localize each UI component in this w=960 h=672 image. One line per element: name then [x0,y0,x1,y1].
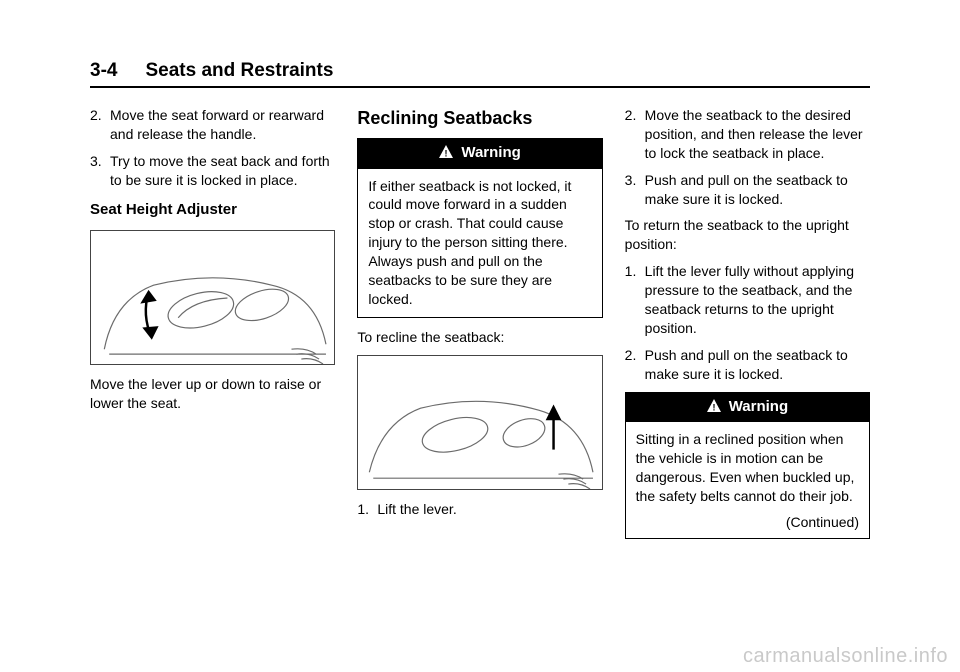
sub-heading: Seat Height Adjuster [90,200,335,220]
step-number: 2. [625,106,645,163]
step-text: Lift the lever fully without applying pr… [645,262,870,338]
warning-icon: ! [707,398,721,418]
figure-seat-recline [357,355,602,490]
step-number: 3. [90,152,110,190]
list-item: 1. Lift the lever fully without applying… [625,262,870,338]
step-text: Lift the lever. [377,500,602,519]
return-intro: To return the seatback to the upright po… [625,216,870,254]
step-number: 2. [90,106,110,144]
page-number: 3-4 [90,60,117,82]
list-item: 2. Push and pull on the seatback to make… [625,346,870,384]
step-text: Try to move the seat back and forth to b… [110,152,335,190]
step-number: 3. [625,171,645,209]
watermark: carmanualsonline.info [743,645,948,668]
step-list: 2. Move the seat forward or rearward and… [90,106,335,190]
manual-page: 3-4 Seats and Restraints 2. Move the sea… [0,0,960,569]
warning-box: ! Warning If either seatback is not lock… [357,138,602,317]
list-item: 3. Push and pull on the seatback to make… [625,171,870,209]
column-1: 2. Move the seat forward or rearward and… [90,106,335,549]
step-number: 2. [625,346,645,384]
figure-caption: Move the lever up or down to raise or lo… [90,375,335,413]
list-item: 2. Move the seatback to the desired posi… [625,106,870,163]
column-heading: Reclining Seatbacks [357,106,602,130]
content-columns: 2. Move the seat forward or rearward and… [90,106,870,549]
svg-text:!: ! [712,402,715,412]
step-number: 1. [357,500,377,519]
warning-label: Warning [461,144,520,161]
list-item: 1. Lift the lever. [357,500,602,519]
section-title: Seats and Restraints [145,60,333,82]
warning-icon: ! [439,144,453,164]
warning-header: ! Warning [626,393,869,422]
warning-header: ! Warning [358,139,601,168]
list-item: 2. Move the seat forward or rearward and… [90,106,335,144]
step-list: 2. Move the seatback to the desired posi… [625,106,870,208]
page-header: 3-4 Seats and Restraints [90,60,870,88]
figure-seat-height [90,230,335,365]
column-3: 2. Move the seatback to the desired posi… [625,106,870,549]
warning-body: If either seatback is not locked, it cou… [358,169,601,317]
intro-text: To recline the seatback: [357,328,602,347]
warning-label: Warning [729,398,788,415]
seat-height-illustration [91,231,334,364]
warning-box: ! Warning Sitting in a reclined position… [625,392,870,540]
warning-body: Sitting in a reclined position when the … [626,422,869,514]
step-list: 1. Lift the lever. [357,500,602,519]
warning-continued: (Continued) [626,513,869,538]
list-item: 3. Try to move the seat back and forth t… [90,152,335,190]
step-text: Move the seatback to the desired positio… [645,106,870,163]
step-list: 1. Lift the lever fully without applying… [625,262,870,383]
svg-text:!: ! [445,149,448,159]
step-text: Move the seat forward or rearward and re… [110,106,335,144]
step-text: Push and pull on the seatback to make su… [645,346,870,384]
seat-recline-illustration [358,356,601,489]
step-text: Push and pull on the seatback to make su… [645,171,870,209]
column-2: Reclining Seatbacks ! Warning If either … [357,106,602,549]
step-number: 1. [625,262,645,338]
